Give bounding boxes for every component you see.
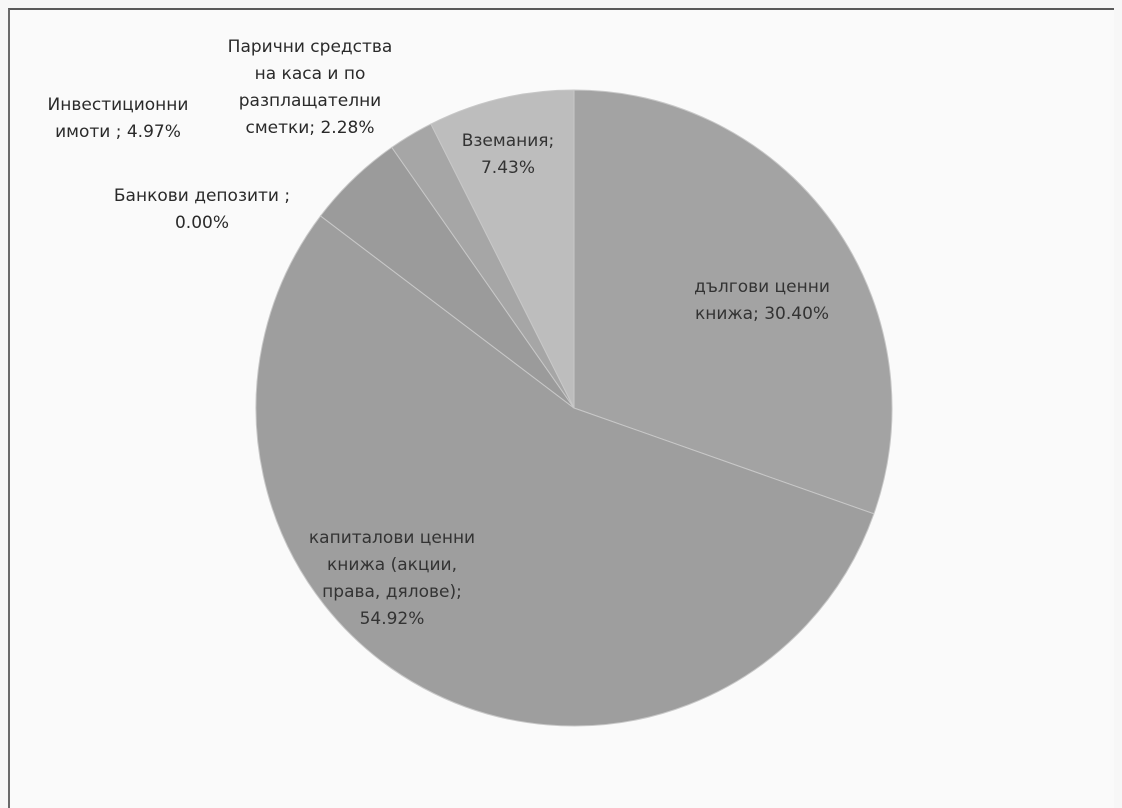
slice-label: капиталови ценни книжа (акции, права, дяло…	[309, 528, 475, 629]
slice-label: Инвестиционни имоти ; 4.97%	[48, 95, 189, 142]
slice-label: Вземания; 7.43%	[462, 131, 555, 178]
slice-label: дългови ценни книжа; 30.40%	[694, 277, 830, 324]
slice-label: Парични средства на каса и по разплащателн…	[228, 37, 393, 138]
pie-slice	[255, 215, 875, 727]
pie-slice	[430, 89, 575, 409]
slice-label: Банкови депозити ; 0.00%	[114, 186, 290, 233]
pie-slice	[573, 89, 893, 515]
